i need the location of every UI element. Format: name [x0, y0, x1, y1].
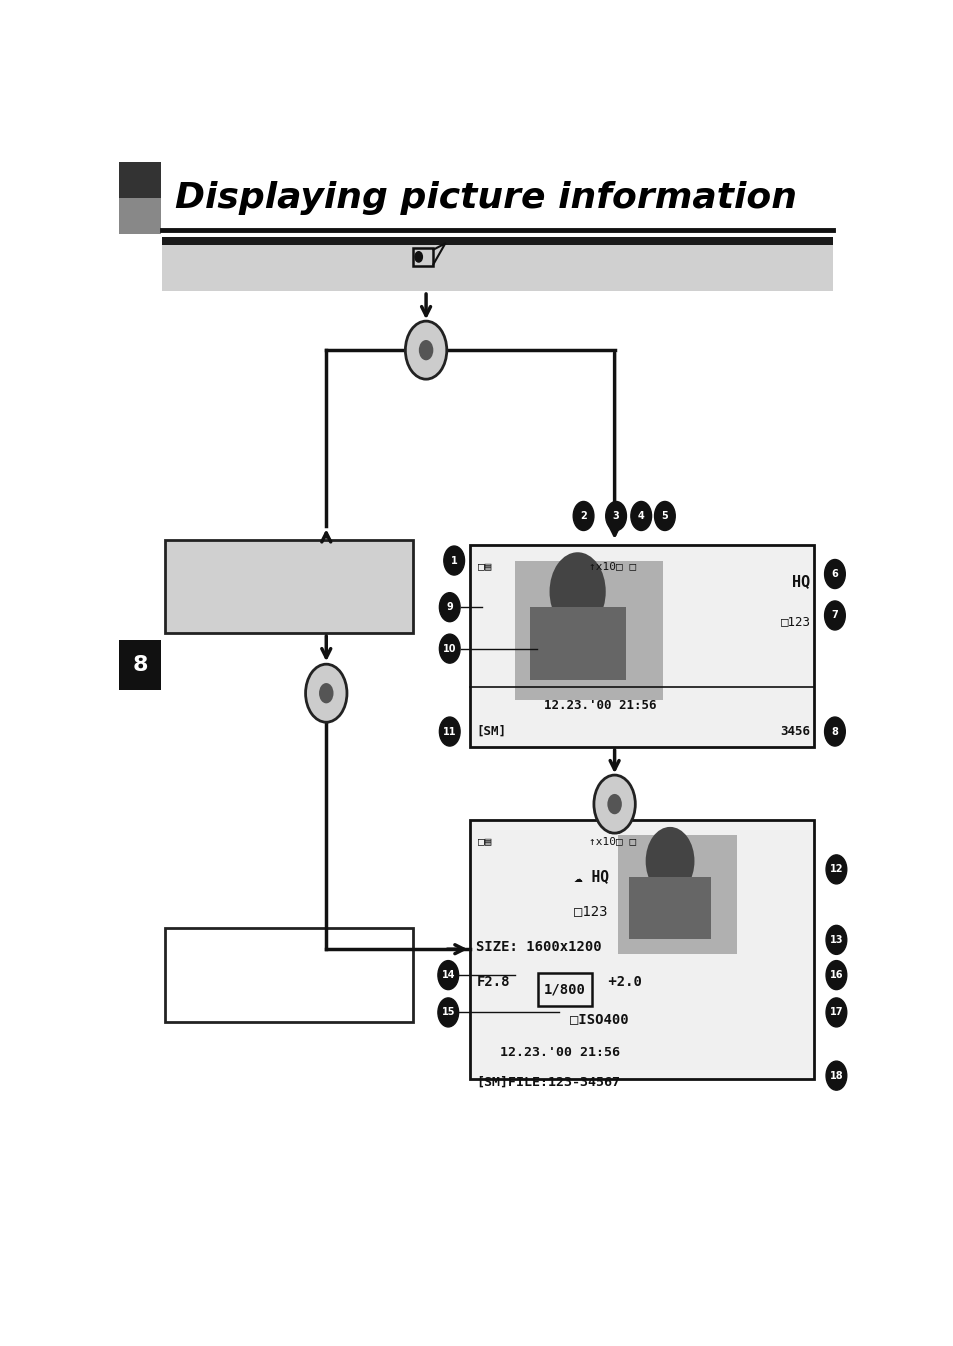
Circle shape	[549, 552, 605, 631]
Text: 7: 7	[831, 611, 838, 621]
Circle shape	[437, 997, 458, 1027]
Text: ☁ HQ: ☁ HQ	[574, 870, 608, 884]
Text: 1: 1	[451, 556, 457, 565]
Text: 18: 18	[829, 1070, 842, 1081]
Text: 9: 9	[446, 602, 453, 612]
Text: [SM]: [SM]	[476, 725, 506, 738]
Circle shape	[405, 322, 446, 380]
Text: 17: 17	[829, 1007, 842, 1018]
Text: 14: 14	[441, 970, 455, 980]
Bar	[165, 929, 413, 1022]
Bar	[165, 540, 413, 633]
Bar	[119, 162, 161, 198]
Text: 12.23.'00 21:56: 12.23.'00 21:56	[499, 1046, 619, 1058]
Text: □ISO400: □ISO400	[570, 1012, 628, 1027]
Bar	[470, 820, 813, 1078]
Text: 12.23.'00 21:56: 12.23.'00 21:56	[544, 699, 657, 712]
Bar	[618, 835, 736, 954]
Bar	[162, 237, 833, 245]
Circle shape	[439, 717, 459, 746]
Text: HQ: HQ	[791, 573, 810, 590]
Text: +2.0: +2.0	[599, 975, 641, 989]
Bar	[515, 560, 662, 700]
Circle shape	[415, 252, 422, 262]
Text: Displaying picture information: Displaying picture information	[174, 180, 796, 215]
Circle shape	[605, 502, 626, 530]
Text: □123: □123	[780, 615, 810, 629]
Circle shape	[443, 546, 464, 575]
Text: 10: 10	[442, 643, 456, 654]
Bar	[629, 876, 710, 940]
Circle shape	[823, 560, 844, 588]
Text: 1/800: 1/800	[543, 983, 585, 996]
Circle shape	[825, 925, 846, 954]
Text: 15: 15	[441, 1007, 455, 1018]
Circle shape	[825, 855, 846, 884]
Text: 2: 2	[579, 511, 586, 521]
Circle shape	[573, 502, 594, 530]
Text: □▤: □▤	[477, 561, 491, 572]
Text: □▤: □▤	[477, 836, 491, 847]
Circle shape	[305, 664, 347, 723]
Text: 3: 3	[612, 511, 618, 521]
Circle shape	[318, 682, 334, 704]
Text: ↑x10□ □: ↑x10□ □	[588, 836, 636, 847]
Text: 6: 6	[831, 569, 838, 579]
Text: ↑x10□ □: ↑x10□ □	[588, 561, 636, 572]
Circle shape	[825, 961, 846, 989]
Circle shape	[607, 794, 621, 814]
Bar	[413, 248, 433, 267]
Text: 8: 8	[831, 727, 838, 736]
Text: 13: 13	[829, 935, 842, 945]
Circle shape	[645, 826, 694, 895]
Circle shape	[630, 502, 651, 530]
Circle shape	[654, 502, 675, 530]
Text: 4: 4	[638, 511, 644, 521]
Bar	[119, 641, 161, 690]
Text: □123: □123	[574, 905, 607, 918]
Circle shape	[437, 961, 458, 989]
Text: F2.8: F2.8	[476, 975, 509, 989]
Circle shape	[825, 997, 846, 1027]
Bar	[470, 545, 813, 747]
Bar	[537, 973, 591, 1007]
Bar	[162, 241, 833, 291]
Text: 12: 12	[829, 864, 842, 875]
Circle shape	[418, 341, 433, 361]
Text: 16: 16	[829, 970, 842, 980]
Text: [SM]FILE:123-34567: [SM]FILE:123-34567	[476, 1075, 619, 1089]
Text: SIZE: 1600x1200: SIZE: 1600x1200	[476, 940, 601, 954]
Circle shape	[439, 634, 459, 664]
Bar	[529, 607, 625, 680]
Circle shape	[825, 1061, 846, 1090]
Bar	[119, 162, 161, 234]
Text: 11: 11	[442, 727, 456, 736]
Text: 3456: 3456	[780, 725, 810, 738]
Circle shape	[823, 600, 844, 630]
Circle shape	[594, 775, 635, 833]
Circle shape	[823, 717, 844, 746]
Text: 5: 5	[660, 511, 667, 521]
Circle shape	[439, 592, 459, 622]
Text: 8: 8	[132, 656, 148, 676]
